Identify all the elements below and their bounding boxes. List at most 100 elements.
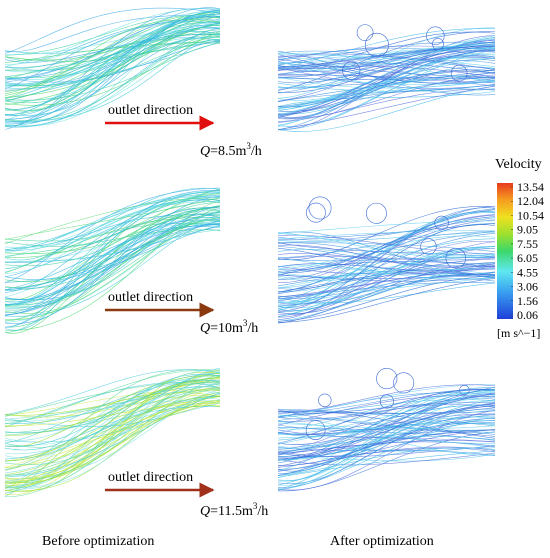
streamline — [4, 215, 221, 289]
streamline — [4, 209, 221, 333]
flow-unit: /h — [257, 504, 268, 519]
streamline — [277, 39, 496, 73]
streamline — [4, 24, 221, 112]
streamline — [4, 223, 221, 315]
streamline — [4, 192, 221, 248]
streamline — [4, 217, 221, 328]
vortex — [376, 367, 398, 390]
streamline — [277, 409, 496, 479]
streamline — [277, 272, 496, 295]
streamline — [277, 233, 496, 256]
streamline — [277, 81, 496, 109]
arrow-label: outlet direction — [108, 470, 193, 485]
flow-rate: Q=10m3/h — [200, 318, 258, 336]
flow-sup: 3 — [246, 141, 251, 151]
streamline — [4, 374, 221, 483]
streamline — [277, 409, 496, 437]
streamline — [4, 29, 221, 116]
streamline — [4, 387, 221, 482]
streamline — [277, 392, 496, 430]
streamline — [277, 265, 496, 298]
vortex — [356, 24, 374, 41]
vortex — [450, 64, 468, 82]
streamline — [4, 392, 221, 477]
streamline — [4, 369, 221, 458]
streamline — [4, 391, 221, 436]
streamline — [277, 268, 496, 277]
streamline — [277, 50, 496, 115]
streamline — [4, 27, 221, 128]
arrow-label: outlet direction — [108, 103, 193, 118]
streamline — [277, 429, 496, 459]
streamline — [4, 187, 221, 261]
streamline — [277, 72, 496, 80]
streamline — [4, 33, 221, 104]
colorbar-label: 10.54 — [517, 208, 544, 222]
streamline — [277, 399, 496, 418]
streamline — [277, 217, 496, 241]
streamline — [4, 37, 221, 89]
streamline — [277, 447, 496, 476]
streamline — [4, 386, 221, 488]
streamline — [277, 206, 496, 312]
streamline — [4, 16, 221, 71]
vortex — [426, 26, 445, 45]
streamline — [4, 214, 221, 250]
streamline — [4, 222, 221, 317]
streamline — [277, 395, 496, 472]
colorbar-label: 12.04 — [517, 194, 544, 208]
streamline — [277, 278, 496, 323]
streamline — [4, 374, 221, 488]
streamline — [277, 235, 496, 270]
streamline — [277, 413, 496, 435]
streamline — [277, 74, 496, 79]
streamline — [4, 206, 221, 301]
flow-sup: 3 — [243, 318, 248, 328]
streamline — [4, 38, 221, 87]
flow-rate: Q=8.5m3/h — [200, 141, 262, 159]
streamline — [4, 198, 221, 244]
colorbar-label: 0.06 — [517, 308, 538, 322]
streamline — [277, 36, 496, 110]
streamline — [4, 214, 221, 306]
arrow-label: outlet direction — [108, 290, 193, 305]
streamline — [4, 220, 221, 300]
streamline — [277, 47, 496, 75]
streamline — [277, 69, 496, 103]
streamline — [277, 45, 496, 69]
streamline — [277, 49, 496, 84]
colorbar-label: 4.55 — [517, 265, 538, 279]
vortex — [306, 202, 326, 223]
streamline — [4, 22, 221, 79]
streamline — [277, 230, 496, 258]
streamline — [4, 27, 221, 80]
streamline — [277, 275, 496, 322]
streamline — [277, 47, 496, 88]
streamline — [4, 402, 221, 427]
streamline — [277, 72, 496, 90]
streamline — [277, 262, 496, 324]
streamline — [4, 387, 221, 480]
streamline — [277, 31, 496, 75]
caption-before: Before optimization — [42, 534, 154, 549]
streamline — [277, 241, 496, 252]
streamline — [277, 423, 496, 429]
streamline — [4, 195, 221, 324]
streamline — [277, 275, 496, 300]
streamline — [277, 275, 496, 307]
streamline — [277, 258, 496, 276]
streamline — [277, 410, 496, 439]
streamline — [277, 274, 496, 282]
streamline — [277, 439, 496, 454]
streamline — [4, 205, 221, 254]
streamline — [277, 52, 496, 83]
streamline — [4, 190, 221, 328]
streamline — [277, 419, 496, 445]
streamline — [277, 395, 496, 426]
vortex — [393, 372, 415, 394]
streamline — [277, 258, 496, 302]
streamline — [4, 375, 221, 497]
streamline — [4, 378, 221, 461]
streamline — [4, 212, 221, 328]
streamline — [4, 396, 221, 489]
